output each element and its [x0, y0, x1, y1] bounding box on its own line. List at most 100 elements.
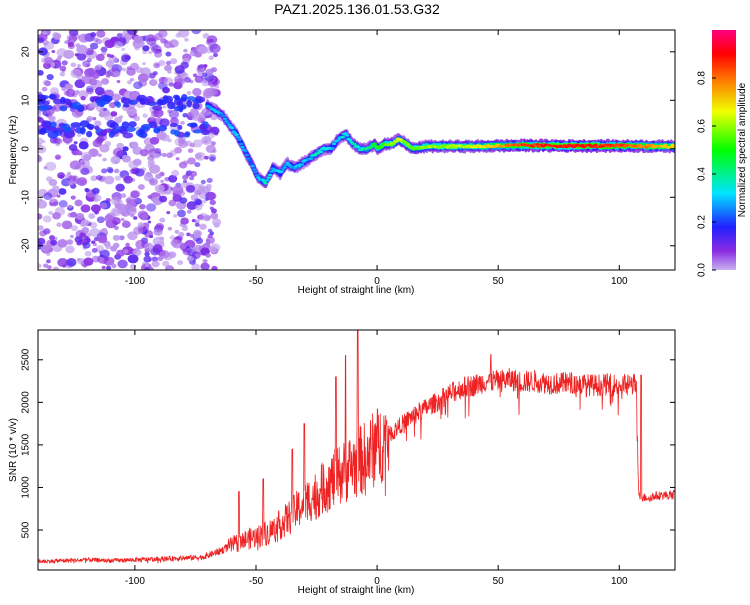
spectrogram-noise-blob: [92, 117, 97, 121]
spectrogram-noise-blob: [172, 185, 184, 195]
spectrogram-noise-blob: [96, 135, 105, 143]
spectrogram-noise-blob: [125, 206, 137, 216]
spectrogram-noise-blob: [122, 146, 129, 152]
spectrogram-noise-blob: [104, 243, 112, 249]
spectrogram-noise-blob: [180, 217, 189, 225]
spectrogram-x-axis-label: Height of straight line (km): [298, 285, 415, 296]
spectrogram-noise-blob: [174, 229, 180, 234]
spectrogram-noise-blob: [41, 86, 48, 92]
y-tick-label: 500: [21, 521, 32, 538]
spectrogram-noise-blob: [186, 99, 193, 108]
spectrogram-noise-blob: [90, 32, 97, 38]
spectrogram-noise-blob: [111, 127, 119, 135]
spectrogram-noise-blob: [105, 72, 112, 78]
spectrogram-noise-blob: [78, 141, 89, 150]
spectrogram-noise-blob: [38, 213, 43, 220]
spectrogram-noise-blob: [191, 171, 197, 176]
spectrogram-noise-blob: [104, 175, 115, 185]
spectrogram-noise-blob: [68, 144, 78, 152]
spectrogram-noise-blob: [116, 142, 125, 150]
spectrogram-ridge-cell: [352, 142, 357, 146]
spectrogram-noise-blob: [66, 258, 77, 267]
spectrogram-noise-blob: [49, 235, 55, 241]
spectrogram-noise-blob: [76, 44, 88, 55]
spectrogram-noise-blob: [74, 199, 83, 207]
spectrogram-noise-blob: [48, 115, 56, 122]
spectrogram-noise-blob: [167, 226, 173, 231]
spectrogram-noise-blob: [151, 260, 160, 268]
colorbar-tick-label: 0.6: [697, 119, 708, 133]
spectrogram-noise-blob: [128, 99, 138, 105]
spectrogram-noise-blob: [198, 212, 209, 221]
spectrogram-noise-blob: [38, 104, 49, 111]
spectrogram-noise-blob: [186, 96, 196, 101]
spectrogram-ridge-cell: [356, 146, 361, 149]
spectrogram-noise-blob: [132, 248, 142, 257]
spectrogram-noise-blob: [187, 148, 194, 153]
spectrogram-noise-blob: [70, 225, 78, 232]
figure-title: PAZ1.2025.136.01.53.G32: [274, 1, 440, 17]
spectrogram-noise-blob: [205, 68, 214, 75]
spectrogram-ridge-cell: [244, 153, 249, 157]
spectrogram-noise-blob: [96, 99, 106, 107]
spectrogram-noise-layer: [38, 30, 222, 270]
spectrogram-noise-blob: [53, 33, 62, 40]
spectrogram-noise-blob: [48, 93, 57, 100]
spectrogram-noise-blob: [42, 30, 48, 35]
spectrogram-noise-blob: [67, 41, 74, 47]
spectrogram-noise-blob: [38, 198, 43, 202]
spectrogram-noise-blob: [97, 235, 108, 244]
spectrogram-noise-blob: [103, 256, 115, 266]
spectrogram-noise-blob: [121, 47, 126, 51]
spectrogram-noise-blob: [146, 37, 157, 46]
spectrogram-ridge-cell: [344, 134, 350, 137]
spectrogram-noise-blob: [178, 232, 185, 237]
spectrogram-noise-blob: [110, 155, 121, 165]
x-tick-label: -50: [249, 276, 264, 287]
spectrogram-ridge-cell: [237, 138, 242, 142]
spectrogram-noise-blob: [80, 204, 91, 213]
spectrogram-noise-blob: [82, 60, 91, 68]
spectrogram-noise-blob: [112, 242, 120, 249]
spectrogram-noise-blob: [115, 183, 125, 192]
spectrogram-noise-blob: [127, 254, 139, 264]
spectrogram-noise-blob: [51, 49, 56, 54]
spectrogram-noise-blob: [211, 265, 218, 270]
spectrogram-noise-blob: [168, 82, 174, 87]
spectrogram-noise-blob: [149, 79, 158, 87]
spectrogram-noise-blob: [138, 128, 145, 135]
spectrogram-noise-blob: [59, 105, 68, 112]
spectrogram-noise-blob: [116, 79, 121, 84]
spectrogram-noise-blob: [39, 127, 47, 135]
spectrogram-noise-blob: [40, 242, 51, 251]
spectrogram-ridge-cell: [379, 145, 385, 148]
snr-y-ticks: 500 1000 1500 2000 2500: [21, 348, 675, 538]
spectrogram-noise-blob: [159, 217, 166, 223]
spectrogram-noise-blob: [206, 87, 218, 97]
spectrogram-noise-blob: [105, 60, 114, 68]
spectrogram-ridge-cell: [266, 176, 271, 179]
spectrogram-noise-blob: [42, 62, 52, 70]
spectrogram-ridge-cell: [253, 170, 258, 174]
spectrogram-noise-blob: [93, 37, 99, 43]
spectrogram-noise-blob: [144, 266, 150, 270]
spectrogram-noise-blob: [78, 33, 90, 43]
colorbar-gradient: [712, 30, 736, 270]
spectrogram-noise-blob: [170, 239, 179, 247]
spectrogram-noise-blob: [114, 175, 122, 181]
spectrogram-noise-blob: [89, 42, 99, 50]
spectrogram-noise-blob: [55, 156, 60, 160]
spectrogram-noise-blob: [111, 217, 121, 225]
spectrogram-ridge-cell: [225, 121, 231, 125]
spectrogram-noise-blob: [186, 209, 192, 214]
spectrogram-ridge-cell: [248, 162, 254, 166]
spectrogram-ridge-cell: [269, 170, 274, 173]
spectrogram-noise-blob: [197, 45, 208, 55]
spectrogram-noise-blob: [61, 220, 73, 230]
spectrogram-noise-blob: [194, 219, 200, 224]
spectrogram-noise-blob: [200, 179, 206, 185]
spectrogram-noise-blob: [194, 151, 206, 161]
spectrogram-noise-blob: [187, 157, 196, 165]
spectrogram-noise-blob: [170, 44, 175, 48]
